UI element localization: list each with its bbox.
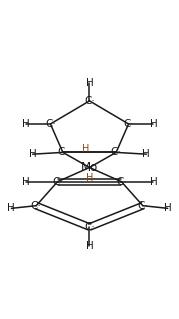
Text: C·: C· bbox=[45, 119, 56, 129]
Text: H: H bbox=[150, 177, 157, 187]
Text: C·: C· bbox=[123, 119, 134, 129]
Text: C·: C· bbox=[84, 96, 95, 106]
Text: C·: C· bbox=[52, 177, 63, 187]
Text: H: H bbox=[22, 177, 29, 187]
Text: C·: C· bbox=[31, 201, 42, 211]
Text: H: H bbox=[86, 78, 93, 88]
Text: H: H bbox=[82, 144, 90, 154]
Text: C·: C· bbox=[111, 147, 122, 157]
Text: C·: C· bbox=[116, 177, 127, 187]
Text: H: H bbox=[86, 173, 93, 183]
Text: C·: C· bbox=[137, 201, 148, 211]
Text: H: H bbox=[164, 203, 171, 213]
Text: H: H bbox=[29, 149, 37, 159]
Text: H: H bbox=[142, 149, 150, 159]
Text: H: H bbox=[22, 119, 29, 129]
Text: H: H bbox=[150, 119, 157, 129]
Text: H: H bbox=[8, 203, 15, 213]
Text: H: H bbox=[86, 241, 93, 251]
Text: C·: C· bbox=[84, 222, 95, 232]
Text: C·: C· bbox=[57, 147, 68, 157]
Text: Mo: Mo bbox=[81, 161, 98, 174]
